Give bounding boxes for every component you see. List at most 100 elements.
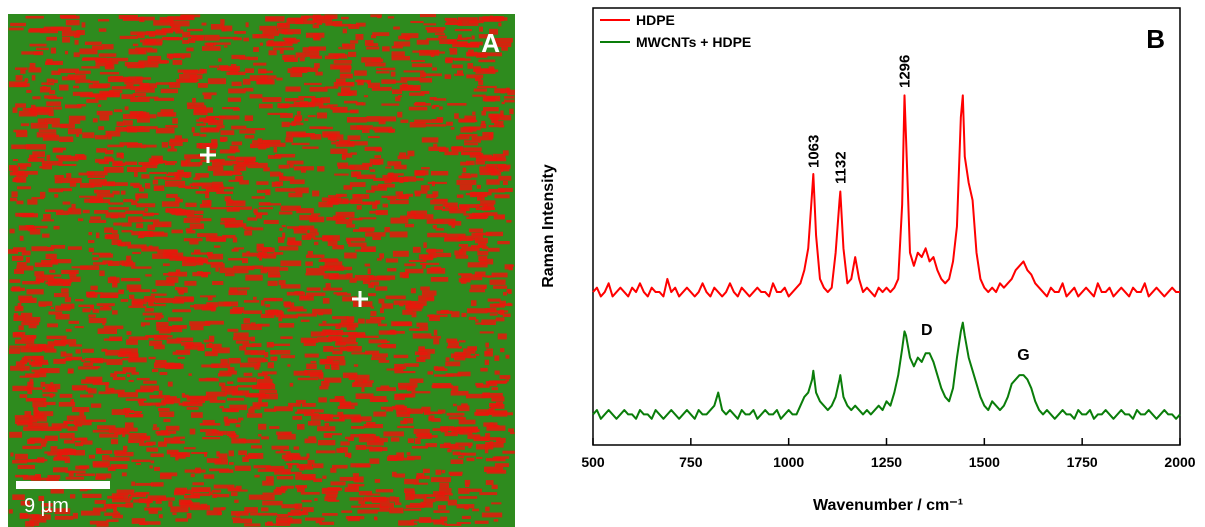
map-texture [502, 150, 509, 156]
map-texture [304, 438, 317, 444]
map-texture [154, 297, 174, 303]
map-texture [316, 20, 323, 25]
map-texture [381, 303, 394, 309]
map-texture [94, 500, 106, 504]
map-texture [73, 449, 86, 456]
map-texture [342, 372, 358, 379]
map-texture [282, 54, 295, 61]
map-texture [25, 373, 39, 378]
map-texture [191, 451, 208, 455]
map-texture [128, 379, 134, 383]
map-texture [233, 265, 254, 271]
map-texture [50, 244, 66, 249]
map-texture [172, 512, 177, 516]
map-texture [20, 164, 27, 170]
map-texture [112, 282, 118, 288]
map-texture [72, 85, 80, 89]
map-texture [243, 372, 253, 377]
map-texture [67, 128, 82, 135]
map-texture [484, 359, 490, 366]
map-texture [263, 266, 280, 273]
map-texture [408, 106, 428, 111]
map-texture [267, 521, 273, 525]
map-texture [74, 39, 79, 45]
map-texture [355, 22, 366, 27]
map-texture [125, 411, 130, 415]
map-texture [91, 403, 102, 408]
map-texture [293, 446, 300, 450]
map-texture [144, 507, 162, 511]
map-texture [507, 302, 511, 306]
map-texture [71, 407, 90, 413]
map-texture [105, 212, 126, 218]
map-texture [289, 179, 305, 185]
map-texture [280, 336, 293, 339]
map-texture [75, 473, 96, 477]
map-texture [216, 125, 225, 129]
map-texture [260, 75, 277, 79]
map-texture [217, 511, 223, 516]
map-texture [84, 41, 102, 45]
map-texture [232, 337, 251, 341]
map-texture [232, 37, 242, 41]
map-texture [33, 406, 39, 413]
map-texture [248, 452, 264, 459]
map-texture [378, 298, 385, 304]
map-texture [364, 40, 374, 46]
map-texture [11, 286, 21, 292]
map-texture [220, 138, 226, 143]
map-texture [9, 345, 30, 348]
map-texture [479, 26, 483, 32]
map-texture [446, 121, 453, 126]
map-texture [400, 215, 408, 219]
map-texture [128, 76, 143, 81]
map-texture [431, 477, 452, 483]
map-texture [252, 343, 262, 348]
map-texture [104, 227, 114, 233]
map-texture [311, 409, 324, 413]
map-texture [485, 506, 490, 512]
map-texture [394, 457, 415, 461]
map-texture [103, 503, 117, 509]
map-texture [369, 169, 376, 172]
map-texture [244, 115, 254, 121]
map-texture [26, 289, 44, 295]
map-texture [65, 19, 80, 26]
map-texture [504, 264, 513, 270]
x-tick-label: 1750 [1067, 454, 1098, 470]
map-texture [117, 239, 122, 246]
map-texture [426, 37, 441, 41]
map-texture [396, 407, 411, 414]
map-texture [122, 427, 138, 432]
map-texture [271, 445, 289, 450]
map-texture [278, 280, 286, 286]
map-texture [10, 22, 26, 27]
map-texture [175, 16, 194, 20]
map-texture [85, 376, 103, 383]
map-texture [300, 67, 319, 72]
map-texture [353, 416, 372, 422]
map-texture [159, 411, 175, 418]
map-texture [153, 483, 160, 487]
map-texture [68, 320, 80, 324]
map-texture [34, 262, 53, 268]
map-texture [80, 440, 93, 445]
map-texture [250, 336, 256, 342]
map-texture [41, 503, 53, 507]
map-texture [111, 239, 122, 245]
map-texture [115, 76, 130, 81]
map-texture [178, 402, 188, 406]
map-texture [436, 218, 456, 225]
map-texture [12, 494, 25, 500]
map-texture [445, 57, 453, 64]
map-texture [394, 497, 400, 503]
map-texture [219, 430, 227, 435]
map-texture [8, 509, 13, 514]
map-texture [367, 136, 380, 139]
map-texture [70, 398, 75, 405]
map-texture [491, 411, 508, 417]
map-texture [276, 476, 294, 480]
map-texture [223, 416, 229, 422]
map-texture [270, 349, 291, 355]
map-texture [306, 268, 325, 274]
